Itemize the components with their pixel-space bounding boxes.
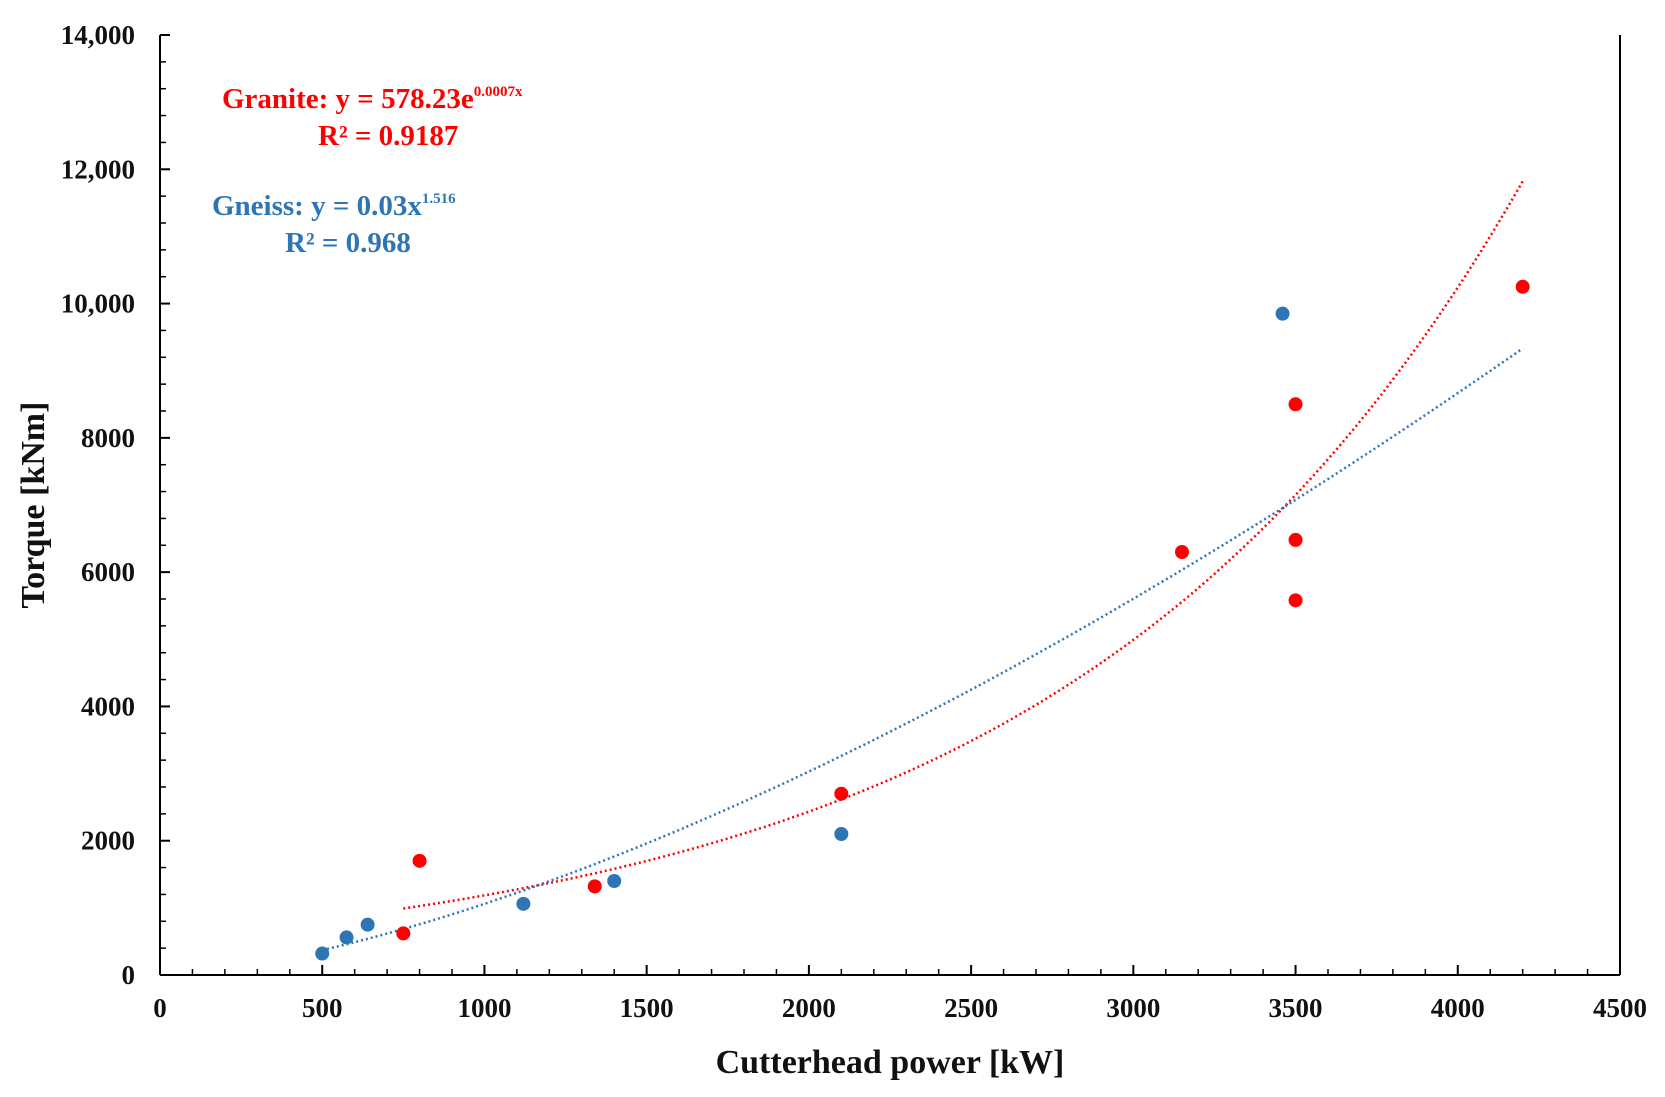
granite-data-point (1515, 279, 1530, 294)
granite-data-point (1288, 593, 1303, 608)
gneiss-data-point (360, 917, 375, 932)
x-axis-title: Cutterhead power [kW] (716, 1044, 1065, 1081)
y-tick-label: 0 (122, 960, 136, 990)
gneiss-r2-annotation: R² = 0.968 (285, 227, 411, 259)
x-tick-label: 2000 (782, 993, 836, 1023)
granite-equation-text: Granite: y = 578.23e (222, 83, 474, 115)
x-tick-label: 4500 (1593, 993, 1647, 1023)
gneiss-data-point (315, 946, 330, 961)
granite-r2-annotation: R² = 0.9187 (318, 120, 458, 152)
y-tick-label: 6000 (81, 557, 135, 587)
gneiss-equation-annotation: Gneiss: y = 0.03x1.516 (212, 190, 456, 222)
y-tick-label: 12,000 (61, 154, 135, 184)
x-tick-label: 1000 (457, 993, 511, 1023)
y-tick-label: 14,000 (61, 20, 135, 50)
gneiss-equation-exponent: 1.516 (422, 191, 456, 207)
granite-data-point (1288, 397, 1303, 412)
granite-data-point (1288, 532, 1303, 547)
gneiss-data-point (339, 930, 354, 945)
gneiss-data-point (516, 896, 531, 911)
granite-equation-annotation: Granite: y = 578.23e0.0007x (222, 83, 523, 115)
gneiss-data-point (834, 827, 849, 841)
x-tick-label: 0 (153, 993, 167, 1023)
x-tick-label: 3000 (1106, 993, 1160, 1023)
x-tick-label: 2500 (944, 993, 998, 1023)
granite-data-point (587, 879, 602, 894)
granite-data-point (412, 853, 427, 868)
granite-trendline (403, 180, 1524, 910)
gneiss-data-point (607, 874, 622, 888)
x-tick-label: 500 (302, 993, 343, 1023)
x-tick-label: 4000 (1431, 993, 1485, 1023)
granite-data-point (834, 786, 849, 801)
granite-data-point (396, 926, 411, 941)
x-tick-label: 1500 (620, 993, 674, 1023)
granite-data-point (1175, 545, 1189, 559)
granite-equation-exponent: 0.0007x (474, 84, 523, 100)
y-tick-label: 8000 (81, 423, 135, 453)
x-tick-label: 3500 (1269, 993, 1323, 1023)
y-axis-title: Torque [kNm] (15, 402, 52, 609)
gneiss-data-point (1275, 306, 1290, 321)
gneiss-equation-text: Gneiss: y = 0.03x (212, 190, 422, 222)
y-tick-label: 10,000 (61, 289, 135, 319)
gneiss-trendline (321, 347, 1524, 952)
y-tick-label: 2000 (81, 826, 135, 856)
y-tick-label: 4000 (81, 691, 135, 721)
